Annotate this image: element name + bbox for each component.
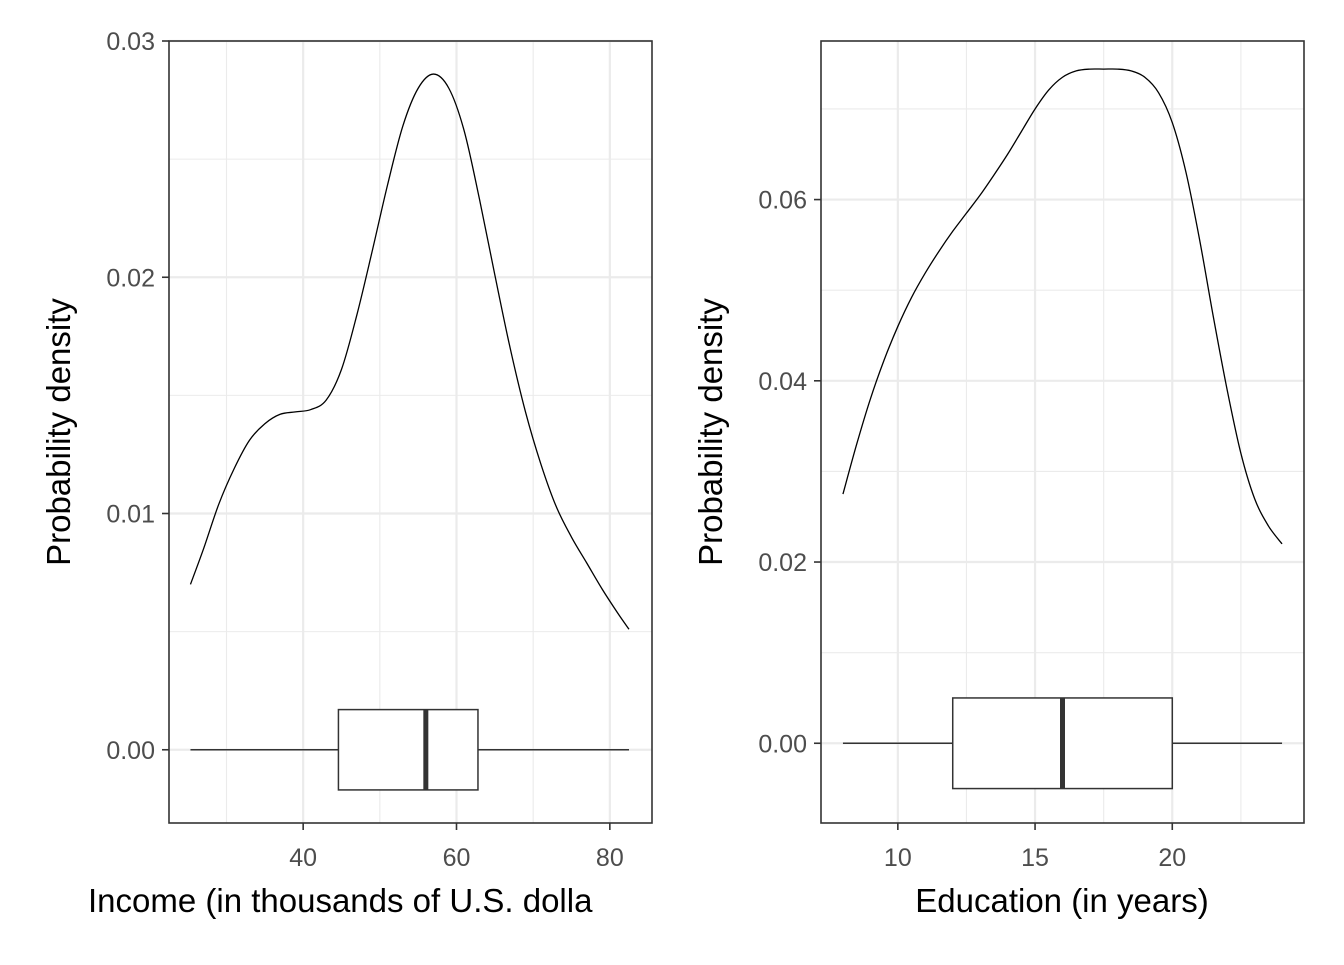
income-x-tick-label: 40: [289, 844, 317, 872]
education-y-tick-label: 0.06: [758, 187, 807, 215]
education-y-tick-label: 0.04: [758, 368, 807, 396]
education-gridlines: [821, 41, 1304, 823]
income-box: [337, 708, 479, 791]
education-panel-border: [820, 40, 1305, 824]
income-panel: 40 60 80 0.00 0.01 0.02 0.03 Income (in thousa…: [40, 28, 653, 919]
income-x-axis-title: Income (in thousands of U.S. dolla: [88, 882, 593, 919]
education-x-axis-title: Education (in years): [915, 882, 1208, 919]
education-y-tick-label: 0.00: [758, 730, 807, 758]
income-y-tick-label: 0.00: [106, 737, 155, 765]
income-marks: [189, 73, 630, 791]
income-x-tick-label: 60: [443, 844, 471, 872]
income-panel-border: [168, 40, 653, 824]
education-y-axis-title: Probability density: [692, 298, 729, 566]
education-x-tick-label: 15: [1021, 844, 1049, 872]
education-x-tick-label: 20: [1158, 844, 1186, 872]
income-y-tick-label: 0.03: [106, 28, 155, 56]
education-marks: [842, 68, 1283, 790]
income-y-axis-title: Probability density: [40, 298, 77, 566]
education-y-tick-label: 0.02: [758, 549, 807, 577]
income-y-tick-label: 0.01: [106, 501, 155, 529]
education-x-tick-label: 10: [884, 844, 912, 872]
income-x-tick-label: 80: [596, 844, 624, 872]
education-density-curve: [842, 68, 1283, 545]
income-density-curve: [189, 73, 630, 630]
income-axis-ticks: 40 60 80 0.00 0.01 0.02 0.03: [106, 28, 623, 872]
income-y-tick-label: 0.02: [106, 264, 155, 292]
education-panel: 10 15 20 0.00 0.02 0.04 0.06 Education (in yea…: [692, 40, 1305, 919]
income-plot-area: [169, 41, 652, 823]
education-plot-area: [821, 41, 1304, 823]
education-axis-ticks: 10 15 20 0.00 0.02 0.04 0.06: [758, 187, 1186, 872]
